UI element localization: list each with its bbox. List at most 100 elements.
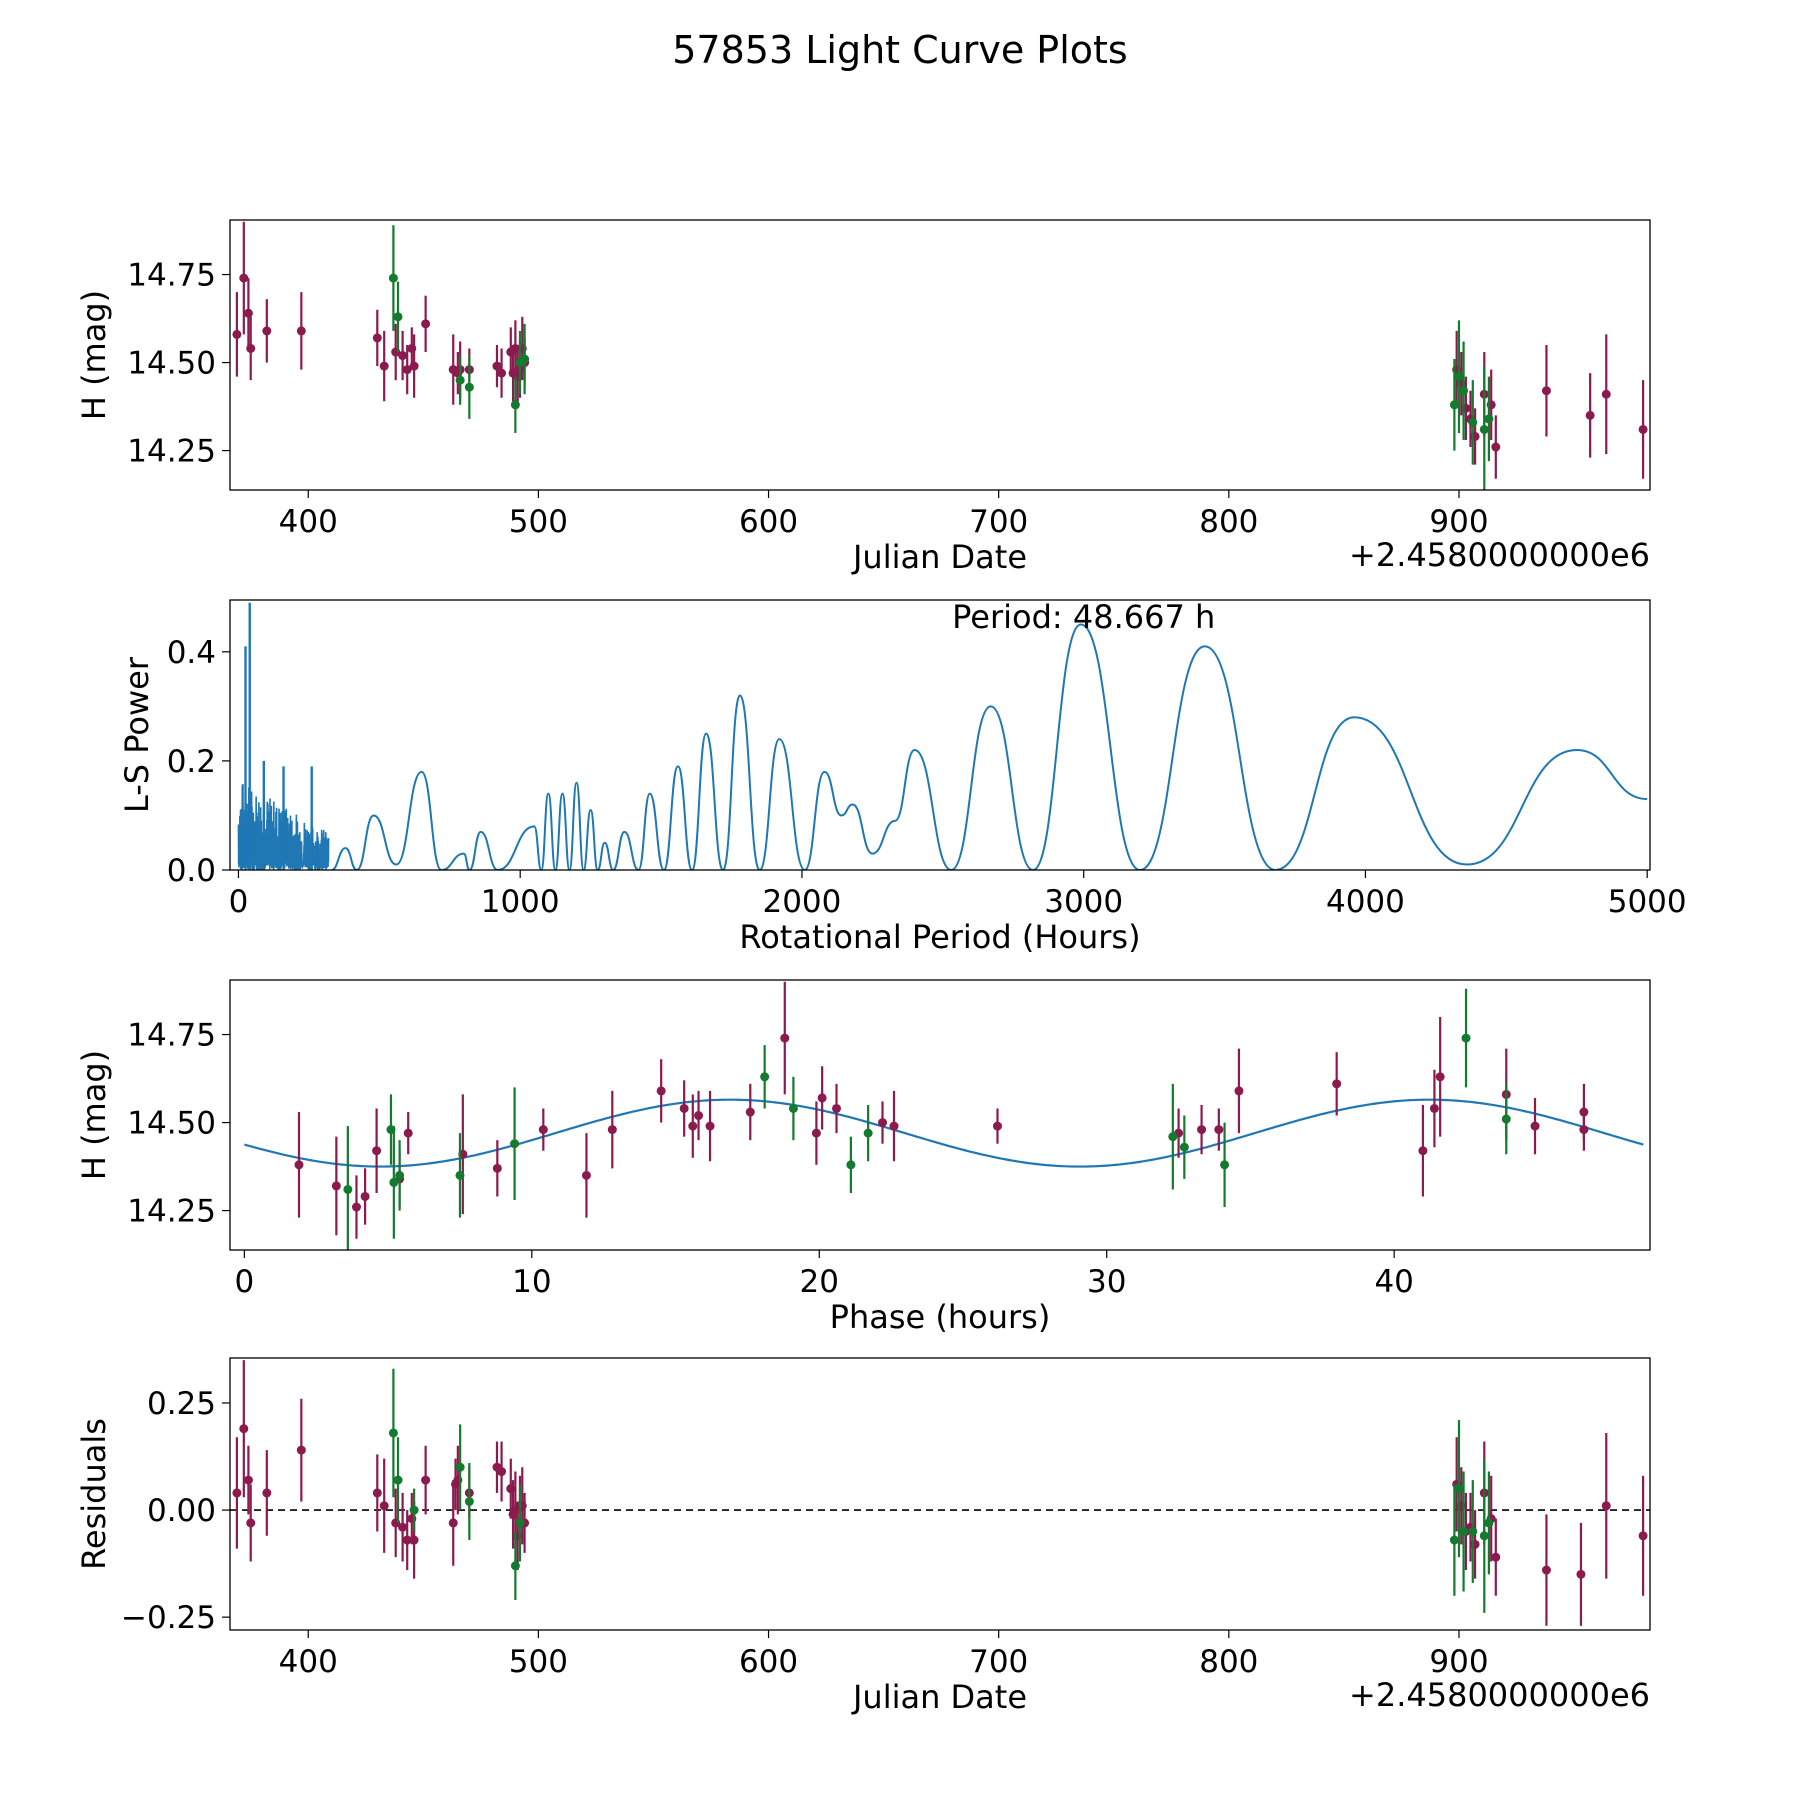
figure-title: 57853 Light Curve Plots (672, 28, 1128, 72)
phased-data-point (780, 1033, 790, 1043)
residuals-data-point (1576, 1569, 1586, 1579)
phased-axes: 0 10 20 30 40 14.25 14.50 14.75 Phase (hours) H (… (75, 1018, 1414, 1336)
phased-ytick-label: 14.75 (127, 1018, 216, 1054)
lightcurve-data-point (492, 361, 502, 371)
phased-data-point (1214, 1125, 1224, 1135)
phased-xtick-label: 40 (1374, 1264, 1413, 1300)
phased-data-point (688, 1121, 698, 1131)
residuals-data-point (243, 1475, 253, 1485)
periodogram-ytick-label: 0.0 (167, 853, 216, 889)
lightcurve-x-offset-label: +2.4580000000e6 (1349, 536, 1650, 574)
phased-data-point (455, 1170, 465, 1180)
lightcurve-data-point (262, 326, 272, 336)
phased-data-point (832, 1103, 842, 1113)
phased-data-point (343, 1184, 353, 1194)
phased-data-point (1461, 1033, 1471, 1043)
phased-data-point (889, 1121, 899, 1131)
residuals-data-point (409, 1505, 419, 1515)
lightcurve-data-point (372, 333, 382, 343)
lightcurve-data-point (1601, 389, 1611, 399)
phased-data-point (788, 1103, 798, 1113)
phased-data-point (372, 1146, 382, 1156)
residuals-data-point (1484, 1518, 1494, 1528)
residuals-xlabel: Julian Date (851, 1678, 1027, 1716)
phased-plot-area (244, 981, 1644, 1250)
phased-data-point (389, 1177, 399, 1187)
lightcurve-xtick-label: 500 (509, 504, 568, 540)
phased-data-point (679, 1103, 689, 1113)
periodogram-xtick-label: 0 (229, 884, 249, 920)
periodogram-ylabel: L-S Power (118, 656, 156, 813)
lightcurve-data-point (243, 308, 253, 318)
phased-data-point (581, 1170, 591, 1180)
periodogram-period-annotation: Period: 48.667 h (952, 598, 1215, 636)
residuals-ytick-label: 0.25 (147, 1386, 216, 1422)
residuals-data-point (497, 1467, 507, 1477)
periodogram-xlabel: Rotational Period (Hours) (739, 918, 1140, 956)
phased-data-point (1435, 1072, 1445, 1082)
lightcurve-ylabel: H (mag) (75, 290, 113, 420)
phased-data-point (294, 1160, 304, 1170)
phased-data-point (403, 1128, 413, 1138)
phased-data-point (705, 1121, 715, 1131)
residuals-data-point (246, 1518, 256, 1528)
residuals-data-point (388, 1428, 398, 1438)
residuals-frame (229, 1357, 1651, 1631)
lightcurve-frame (229, 219, 1651, 491)
lightcurve-data-point (398, 351, 408, 361)
phased-ytick-label: 14.50 (127, 1106, 216, 1142)
periodogram-xtick-label: 3000 (1044, 884, 1123, 920)
phased-ylabel: H (mag) (75, 1050, 113, 1180)
lightcurve-data-point (296, 326, 306, 336)
phased-data-point (360, 1191, 370, 1201)
lightcurve-data-point (409, 361, 419, 371)
phased-data-point (760, 1072, 770, 1082)
residuals-data-point (372, 1488, 382, 1498)
lightcurve-ytick-label: 14.25 (127, 434, 216, 470)
phased-data-point (878, 1118, 888, 1128)
lightcurve-data-point (464, 382, 474, 392)
phased-data-point (1579, 1125, 1589, 1135)
phased-data-point (1197, 1125, 1207, 1135)
residuals-data-point (464, 1496, 474, 1506)
phased-data-point (846, 1160, 856, 1170)
phased-data-point (395, 1170, 405, 1180)
periodogram-xtick-label: 2000 (762, 884, 841, 920)
lightcurve-ytick-label: 14.50 (127, 346, 216, 382)
lightcurve-series-r-band (232, 221, 1648, 479)
phased-data-point (1332, 1079, 1342, 1089)
phased-data-point (351, 1202, 361, 1212)
phased-xlabel: Phase (hours) (830, 1298, 1051, 1336)
residuals-data-point (402, 1535, 412, 1545)
residuals-data-point (393, 1475, 403, 1485)
residuals-data-point (510, 1561, 520, 1571)
residuals-data-point (379, 1501, 389, 1511)
phased-data-point (331, 1181, 341, 1191)
residuals-data-point (409, 1535, 419, 1545)
lightcurve-data-point (1468, 417, 1478, 427)
lightcurve-data-point (497, 368, 507, 378)
lightcurve-data-point (1449, 400, 1459, 410)
lightcurve-xtick-label: 400 (279, 504, 338, 540)
phased-data-point (1234, 1086, 1244, 1096)
phased-data-point (1530, 1121, 1540, 1131)
phased-data-point (1168, 1132, 1178, 1142)
periodogram-axes: 0 1000 2000 3000 4000 5000 0.0 0.2 0.4 Rotational… (118, 635, 1687, 956)
periodogram-ytick-label: 0.2 (167, 744, 216, 780)
residuals-xtick-label: 400 (279, 1644, 338, 1680)
residuals-xtick-label: 700 (969, 1644, 1028, 1680)
lightcurve-data-point (1638, 424, 1648, 434)
residuals-data-point (1638, 1531, 1648, 1541)
residuals-data-point (1601, 1501, 1611, 1511)
phased-xtick-label: 0 (235, 1264, 255, 1300)
lightcurve-data-point (1454, 372, 1464, 382)
residuals-data-point (232, 1488, 242, 1498)
residuals-data-point (1468, 1526, 1478, 1536)
residuals-axes: 400 500 600 700 800 900 −0.25 0.00 0.25 Julian Da… (75, 1386, 1650, 1716)
phased-series-g-band (343, 988, 1511, 1250)
residuals-xtick-label: 600 (739, 1644, 798, 1680)
periodogram-frame (229, 599, 1651, 871)
residuals-xtick-label: 900 (1429, 1644, 1488, 1680)
